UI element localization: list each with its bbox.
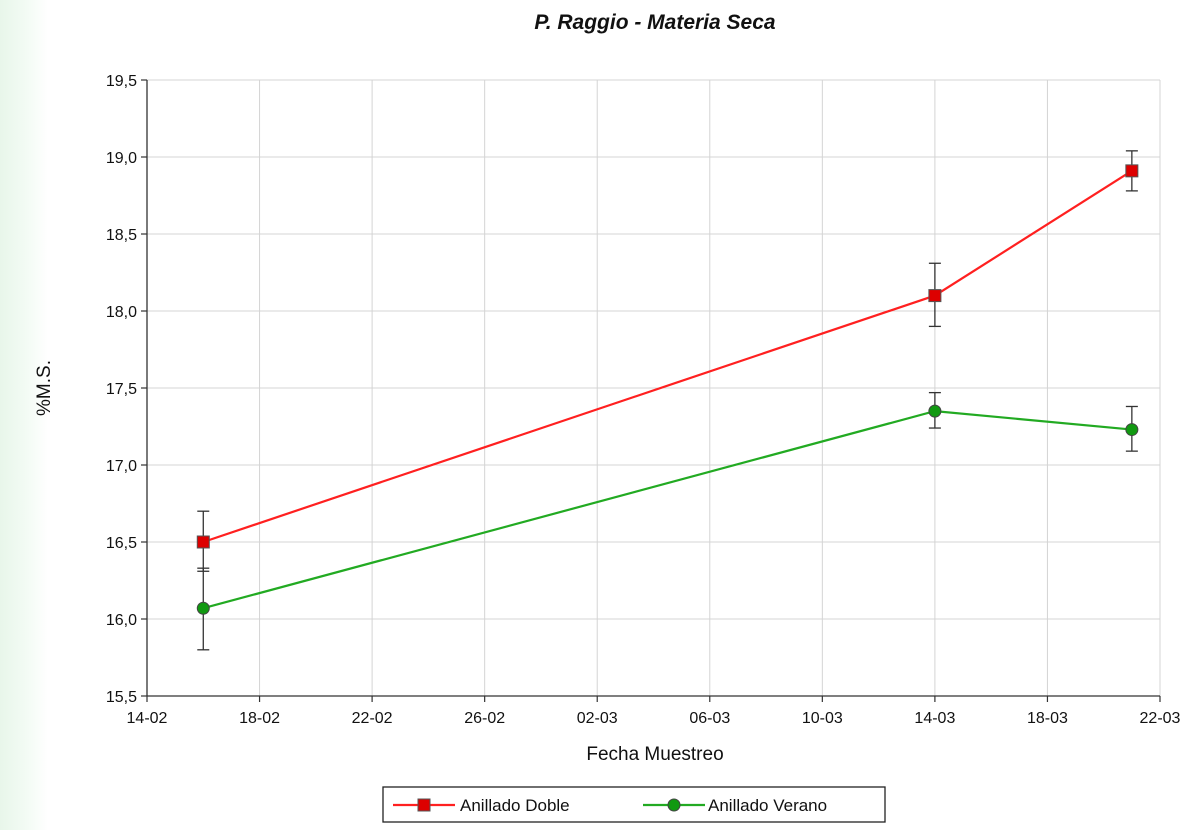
- data-point: [928, 404, 942, 418]
- data-point: [1125, 423, 1139, 437]
- x-tick-label: 18-03: [1027, 710, 1068, 727]
- x-tick-label: 14-03: [914, 710, 955, 727]
- series-0: [196, 150, 1139, 572]
- x-tick-label: 14-02: [127, 710, 168, 727]
- legend-marker: [667, 798, 681, 812]
- y-axis-label: %M.S.: [34, 360, 55, 416]
- y-tick-label: 17,5: [106, 381, 137, 398]
- y-tick-label: 16,0: [106, 612, 137, 629]
- legend-box: [382, 786, 886, 823]
- x-tick-label: 10-03: [802, 710, 843, 727]
- y-tick-label: 17,0: [106, 458, 137, 475]
- legend: Anillado Doble Anillado Verano: [382, 786, 886, 823]
- y-tick-label: 19,0: [106, 150, 137, 167]
- axes: [141, 79, 1161, 702]
- x-tick-label: 26-02: [464, 710, 505, 727]
- data-point: [1125, 164, 1139, 178]
- x-tick-labels: 14-02 18-02 22-02 26-02 02-03 06-03 10-03 14-03…: [127, 710, 1181, 727]
- y-tick-label: 19,5: [106, 73, 137, 90]
- chart-title: P. Raggio - Materia Seca: [534, 11, 776, 34]
- y-tick-label: 15,5: [106, 689, 137, 706]
- data-point: [196, 601, 210, 615]
- x-tick-label: 18-02: [239, 710, 280, 727]
- data-point: [928, 289, 942, 303]
- data-point: [196, 535, 210, 549]
- x-tick-label: 06-03: [689, 710, 730, 727]
- y-tick-label: 18,5: [106, 227, 137, 244]
- legend-entry-1: Anillado Verano: [643, 796, 827, 815]
- y-tick-labels: 15,5 16,0 16,5 17,0 17,5 18,0 18,5 19,0 19,5: [106, 73, 137, 706]
- x-tick-label: 22-02: [352, 710, 393, 727]
- legend-label: Anillado Doble: [460, 796, 570, 815]
- x-axis-label: Fecha Muestreo: [586, 744, 723, 765]
- series-layer: [196, 150, 1139, 651]
- legend-entry-0: Anillado Doble: [393, 796, 570, 815]
- background-band: [0, 0, 48, 830]
- legend-label: Anillado Verano: [708, 796, 827, 815]
- series-1: [196, 391, 1139, 651]
- legend-marker: [417, 798, 431, 812]
- gridlines: [146, 79, 1161, 697]
- y-tick-label: 18,0: [106, 304, 137, 321]
- x-tick-label: 02-03: [577, 710, 618, 727]
- y-tick-label: 16,5: [106, 535, 137, 552]
- x-tick-label: 22-03: [1140, 710, 1181, 727]
